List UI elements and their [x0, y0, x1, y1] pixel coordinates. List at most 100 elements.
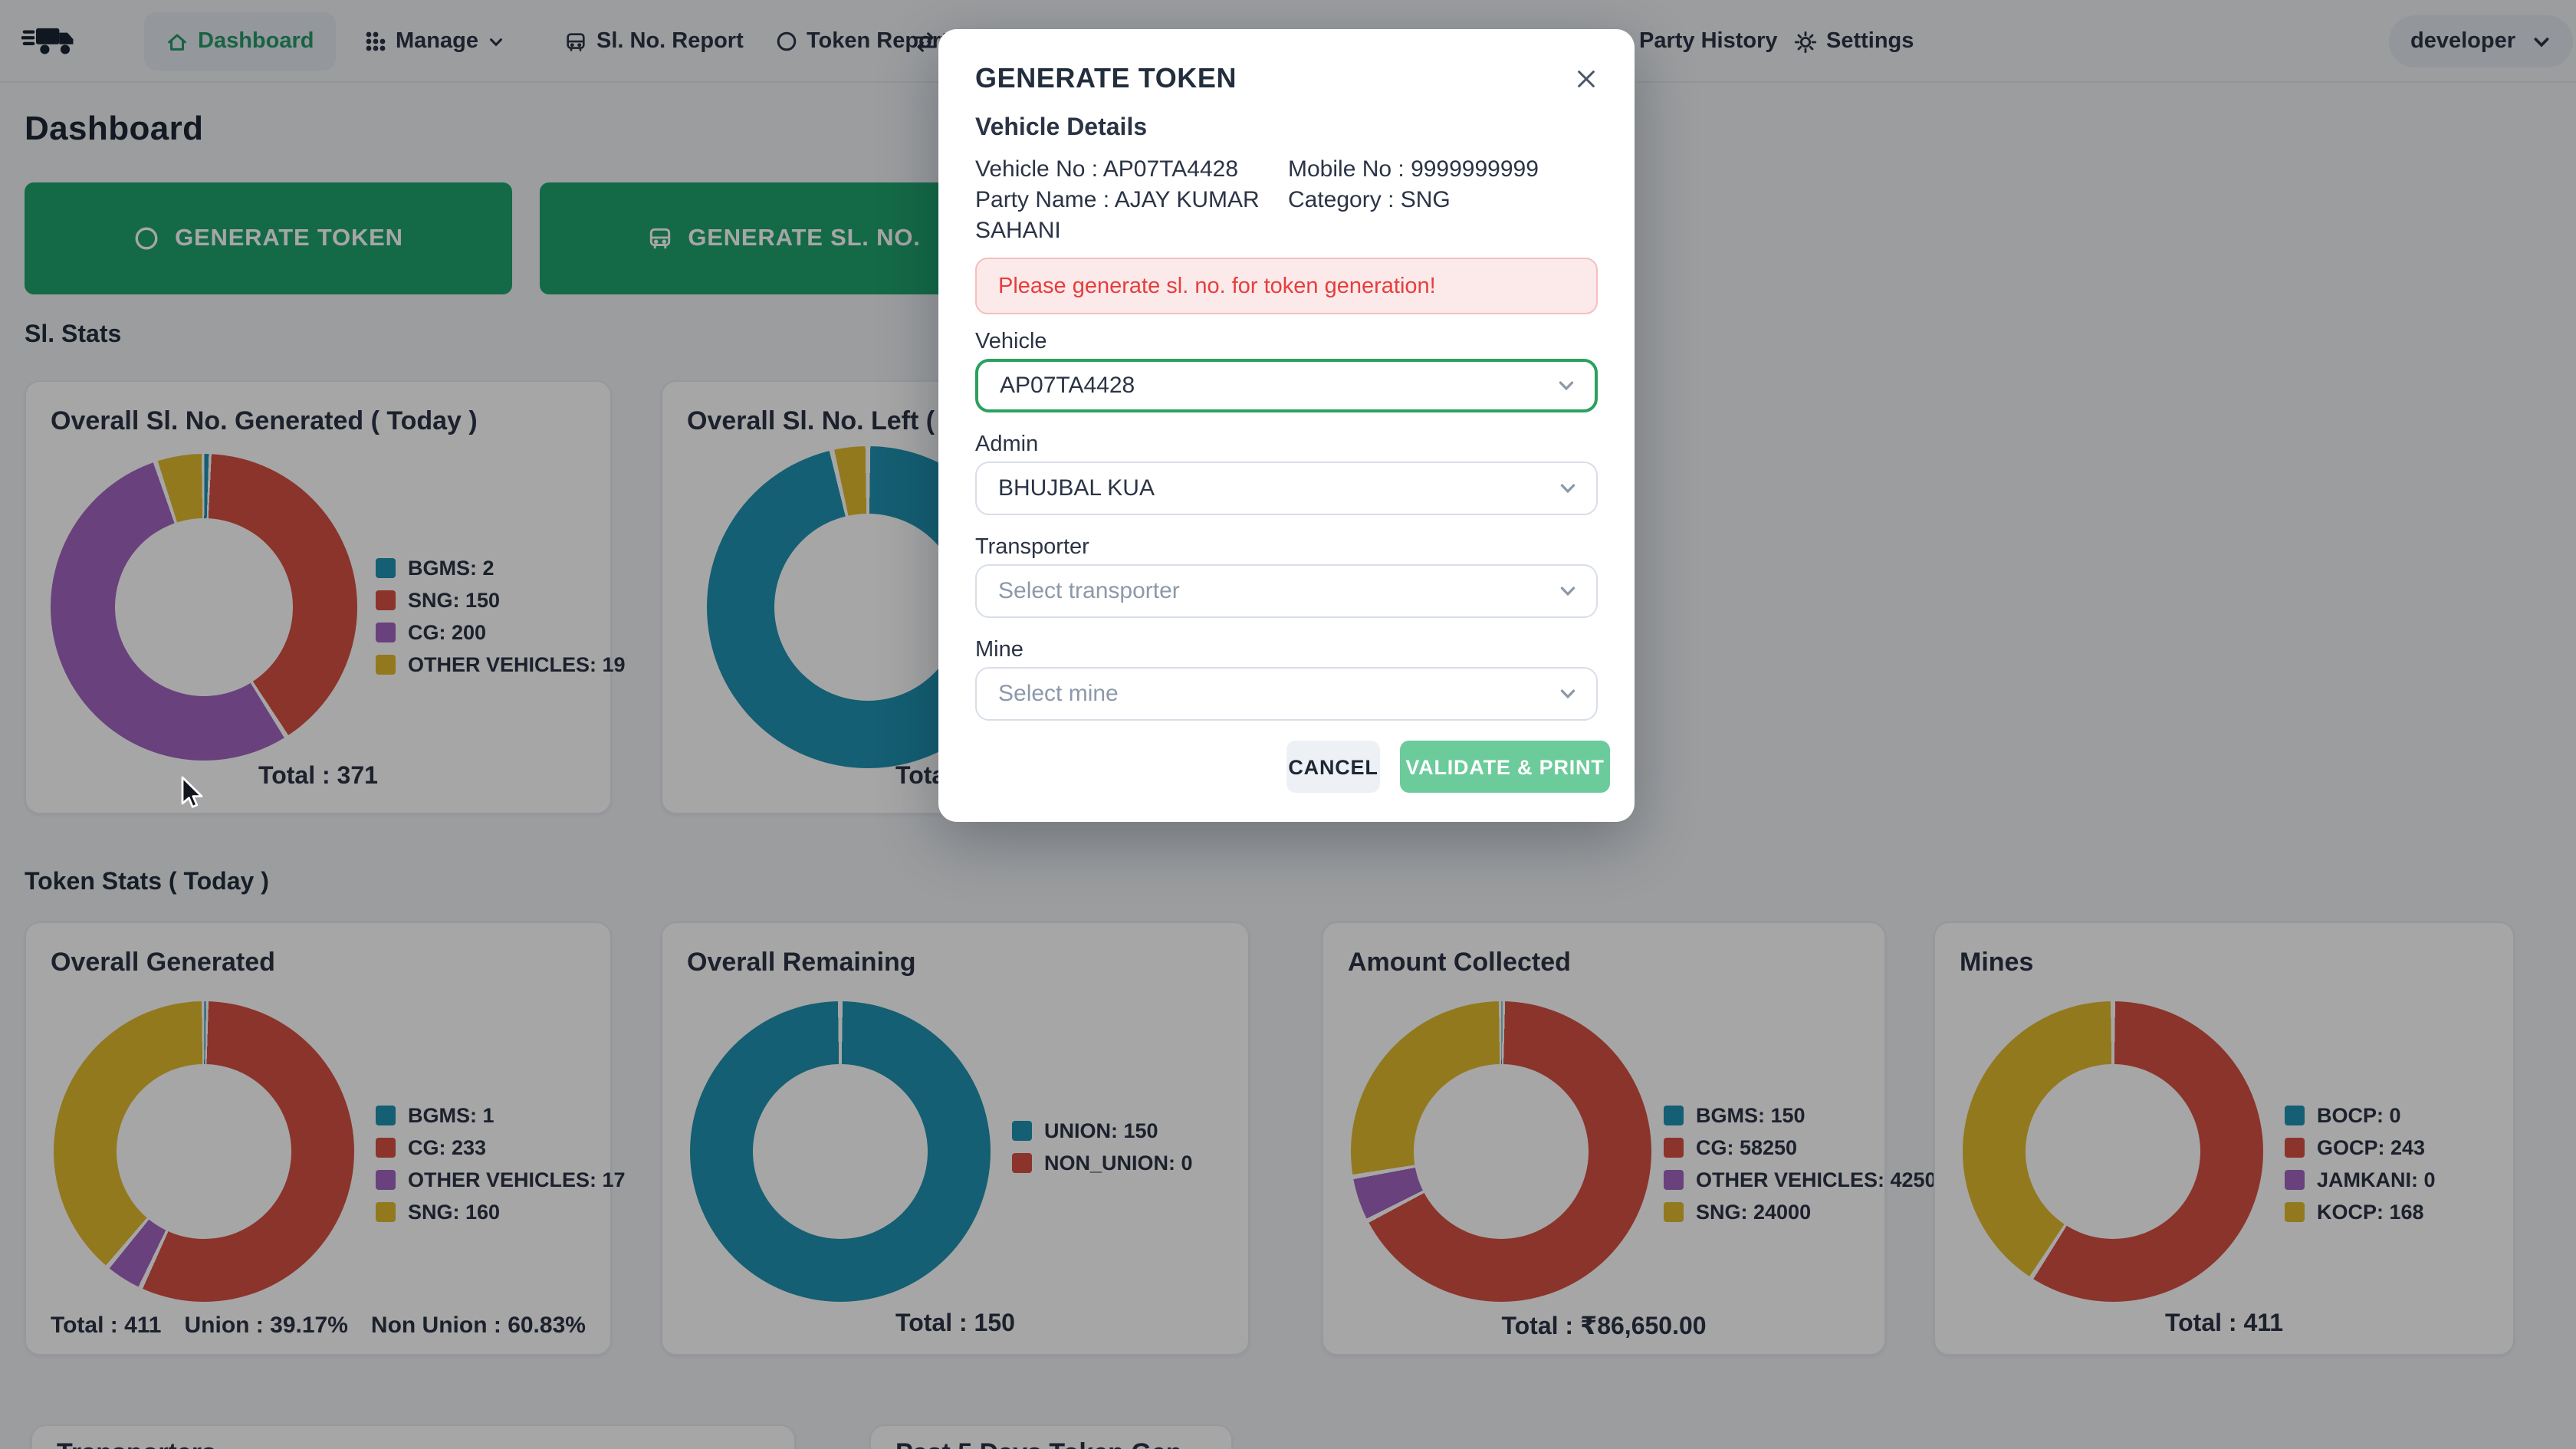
- cancel-button[interactable]: CANCEL: [1286, 741, 1380, 793]
- nav-item-sl-no-report[interactable]: Sl. No. Report: [564, 0, 744, 83]
- chevron-down-icon: [1556, 376, 1576, 396]
- legend-item: OTHER VEHICLES: 4250: [1664, 1168, 1937, 1191]
- bus-icon: [646, 225, 672, 251]
- nav-item-settings[interactable]: Settings: [1794, 0, 1914, 83]
- chart-title: Overall Generated: [51, 948, 275, 977]
- admin-select[interactable]: BHUJBAL KUA: [975, 462, 1598, 515]
- nav-label-settings: Settings: [1826, 29, 1914, 54]
- chevron-down-icon: [2531, 31, 2551, 51]
- legend-item: NON_UNION: 0: [1012, 1152, 1193, 1175]
- alert-text: Please generate sl. no. for token genera…: [998, 274, 1436, 298]
- chart-footer: Total : 411 Union : 39.17% Non Union : 6…: [26, 1313, 610, 1339]
- modal-title: GENERATE TOKEN: [975, 63, 1237, 94]
- legend-swatch: [376, 623, 396, 642]
- legend-item: JAMKANI: 0: [2285, 1168, 2436, 1191]
- nav-item-dashboard[interactable]: Dashboard: [144, 12, 336, 71]
- legend-item: OTHER VEHICLES: 17: [376, 1168, 626, 1191]
- circle-icon: [776, 31, 797, 52]
- legend-item: SNG: 160: [376, 1201, 626, 1224]
- transporter-select-placeholder: Select transporter: [998, 578, 1180, 604]
- donut-chart-mines: [1963, 1001, 2263, 1302]
- legend-swatch: [2285, 1106, 2305, 1125]
- user-menu-button[interactable]: developer: [2389, 15, 2572, 67]
- section-title-sl-stats: Sl. Stats: [25, 322, 122, 348]
- nav-label-party-history: Party History: [1639, 29, 1778, 54]
- legend-swatch: [376, 590, 396, 610]
- legend-swatch: [376, 558, 396, 578]
- legend-item: BGMS: 1: [376, 1104, 626, 1127]
- donut-chart-overall-remaining: [690, 1001, 991, 1302]
- transporters-card-title: Transporters: [57, 1438, 216, 1449]
- home-icon: [166, 30, 189, 53]
- legend-swatch: [376, 1138, 396, 1158]
- gear-icon: [1794, 30, 1817, 53]
- truck-logo-icon: [21, 18, 80, 64]
- mobile-no-text: Mobile No : 9999999999: [1288, 156, 1539, 182]
- legend-swatch: [2285, 1202, 2305, 1222]
- chart-total: Total : 150: [895, 1311, 1015, 1337]
- category-text: Category : SNG: [1288, 187, 1451, 213]
- chart-title: Amount Collected: [1348, 948, 1571, 977]
- chart-card-overall-remaining: Overall Remaining UNION: 150 NON_UNION: …: [661, 922, 1250, 1355]
- legend-item: BOCP: 0: [2285, 1104, 2436, 1127]
- chevron-down-icon: [1558, 581, 1578, 601]
- validate-print-button[interactable]: VALIDATE & PRINT: [1400, 741, 1610, 793]
- transporter-select[interactable]: Select transporter: [975, 564, 1598, 618]
- vehicle-select-value: AP07TA4428: [1000, 373, 1135, 399]
- chart-title: Overall Sl. No. Generated ( Today ): [51, 406, 478, 435]
- vehicle-select[interactable]: AP07TA4428: [975, 359, 1598, 412]
- legend-item: UNION: 150: [1012, 1119, 1193, 1142]
- close-icon[interactable]: [1567, 60, 1604, 97]
- nav-item-token-report[interactable]: Token Report: [776, 0, 948, 83]
- apps-grid-icon: [365, 31, 386, 52]
- footer-non-union: Non Union : 60.83%: [370, 1313, 586, 1339]
- legend-swatch: [1664, 1170, 1684, 1190]
- legend-swatch: [1012, 1153, 1032, 1173]
- transporters-card: Transporters: [31, 1424, 796, 1449]
- transporter-field-label: Transporter: [975, 535, 1089, 560]
- generate-token-button[interactable]: GENERATE TOKEN: [25, 182, 512, 294]
- mine-select-placeholder: Select mine: [998, 681, 1119, 707]
- section-title-token-stats: Token Stats ( Today ): [25, 869, 269, 895]
- legend-swatch: [376, 655, 396, 675]
- mine-select[interactable]: Select mine: [975, 667, 1598, 721]
- app-logo[interactable]: [21, 0, 80, 83]
- legend-swatch: [376, 1106, 396, 1125]
- donut-chart-sl-generated: [51, 454, 357, 761]
- nav-label-dashboard: Dashboard: [198, 29, 314, 54]
- chevron-down-icon: [488, 33, 504, 50]
- chart-legend: BGMS: 1 CG: 233 OTHER VEHICLES: 17 SNG: …: [376, 1104, 626, 1233]
- past-5-days-card-title: Past 5 Days Token Gen: [895, 1438, 1182, 1449]
- legend-item: BGMS: 2: [376, 557, 626, 580]
- chart-legend: BOCP: 0 GOCP: 243 JAMKANI: 0 KOCP: 168: [2285, 1104, 2436, 1233]
- nav-label-sl-no-report: Sl. No. Report: [596, 29, 744, 54]
- nav-label-manage: Manage: [396, 29, 478, 54]
- vehicle-no-text: Vehicle No : AP07TA4428: [975, 156, 1239, 182]
- bus-icon: [564, 30, 587, 53]
- token-circle-icon: [133, 225, 159, 251]
- chart-total: Total : ₹86,650.00: [1501, 1314, 1707, 1340]
- legend-swatch: [1664, 1138, 1684, 1158]
- footer-union: Union : 39.17%: [184, 1313, 348, 1339]
- chart-title: Mines: [1960, 948, 2034, 977]
- legend-item: KOCP: 168: [2285, 1201, 2436, 1224]
- legend-item: SNG: 150: [376, 589, 626, 612]
- legend-swatch: [2285, 1138, 2305, 1158]
- chevron-down-icon: [1558, 478, 1578, 498]
- admin-field-label: Admin: [975, 432, 1039, 457]
- admin-select-value: BHUJBAL KUA: [998, 475, 1155, 501]
- page-title: Dashboard: [25, 109, 204, 147]
- donut-chart-overall-generated: [54, 1001, 354, 1302]
- nav-item-swap[interactable]: [912, 0, 938, 83]
- party-name-text: Party Name : AJAY KUMAR SAHANI: [975, 187, 1260, 244]
- chart-legend: UNION: 150 NON_UNION: 0: [1012, 1119, 1193, 1184]
- footer-total: Total : 411: [51, 1313, 162, 1339]
- legend-item: GOCP: 243: [2285, 1136, 2436, 1159]
- vehicle-details-heading: Vehicle Details: [975, 115, 1148, 141]
- nav-item-party-history[interactable]: Party History: [1639, 0, 1778, 83]
- legend-swatch: [1012, 1121, 1032, 1141]
- legend-item: CG: 58250: [1664, 1136, 1937, 1159]
- chart-card-amount-collected: Amount Collected BGMS: 150 CG: 58250 OTH…: [1322, 922, 1937, 1355]
- nav-item-manage[interactable]: Manage: [365, 0, 504, 83]
